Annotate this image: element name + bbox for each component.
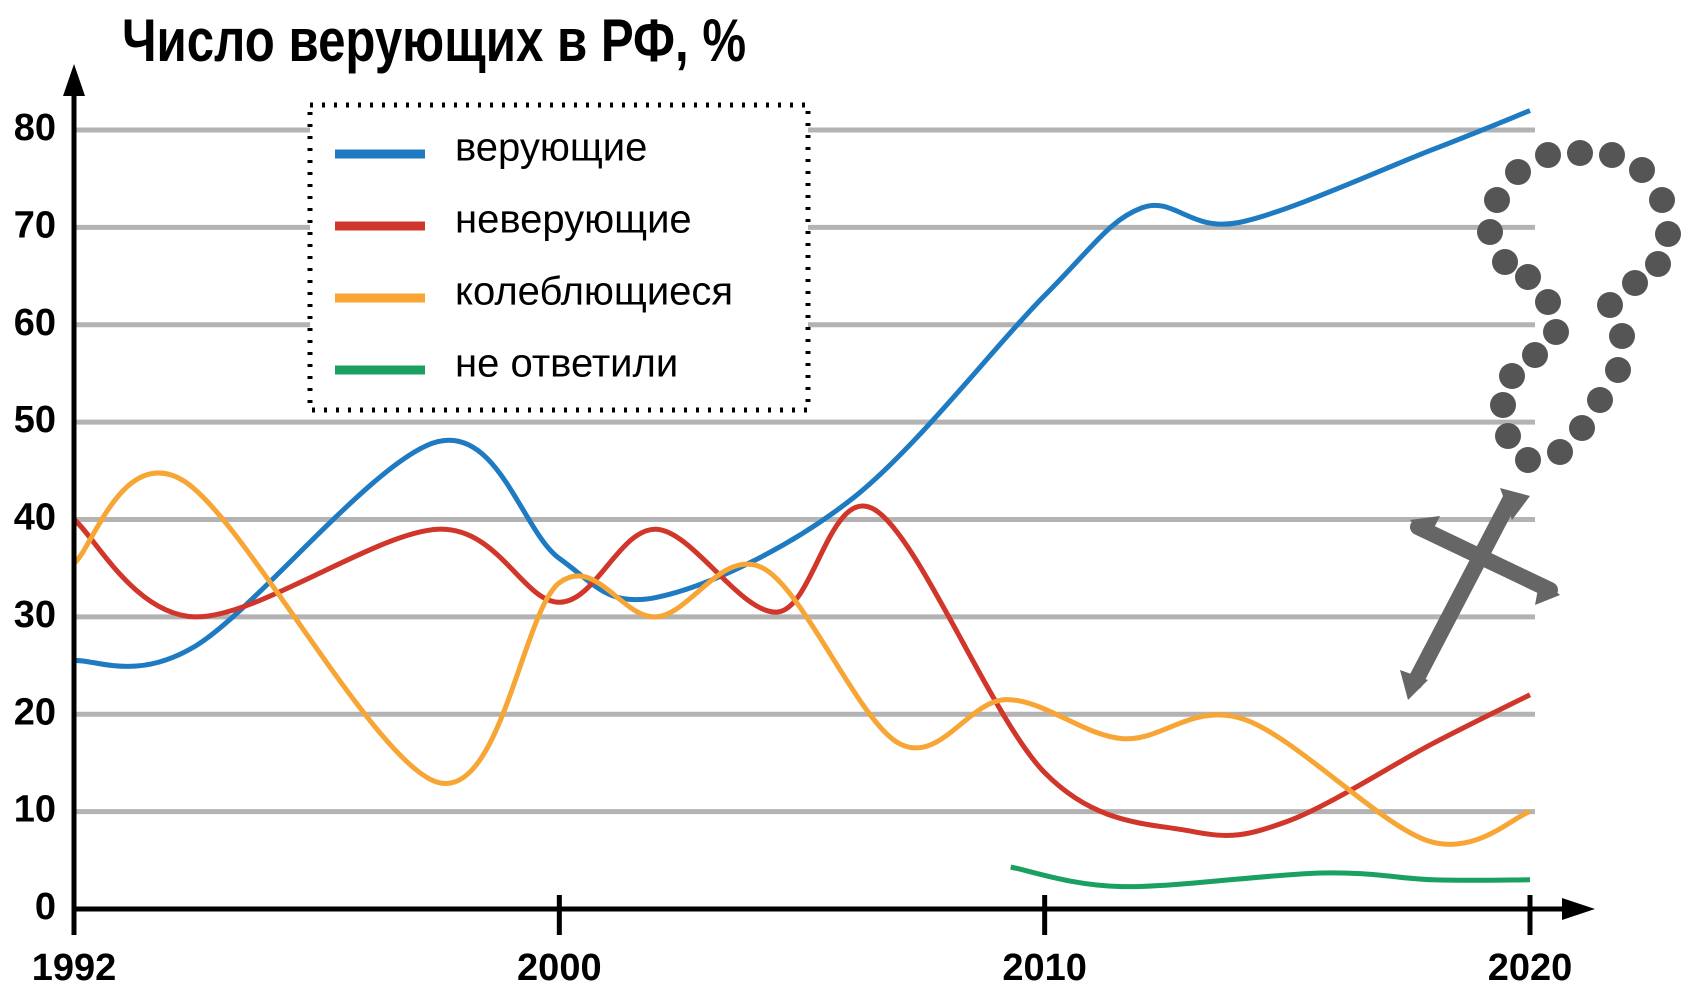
series-line (72, 503, 1532, 838)
legend-label: не ответили (455, 342, 678, 386)
chart-title: Число верующих в РФ, % (122, 6, 746, 74)
y-tick-label: 20 (14, 691, 56, 733)
legend-label: колеблющиеся (455, 270, 733, 314)
axes (63, 64, 1595, 920)
y-tick-label: 0 (35, 886, 56, 928)
decoration (1400, 140, 1681, 700)
x-tick-label: 2020 (1488, 947, 1573, 989)
x-tick-label: 2010 (1002, 947, 1087, 989)
y-tick-label: 10 (14, 789, 56, 831)
y-tick-label: 60 (14, 302, 56, 344)
series-line (73, 108, 1531, 669)
x-tick-label: 2000 (517, 947, 602, 989)
series-line (1010, 864, 1531, 890)
legend-label: неверующие (455, 198, 692, 242)
legend-label: верующие (455, 126, 647, 170)
series-line (72, 470, 1531, 847)
y-tick-label: 80 (14, 107, 56, 149)
y-tick-label: 40 (14, 497, 56, 539)
y-tick-label: 30 (14, 594, 56, 636)
y-tick-label: 50 (14, 399, 56, 441)
y-tick-label: 70 (14, 204, 56, 246)
x-tick-label: 1992 (32, 947, 117, 989)
